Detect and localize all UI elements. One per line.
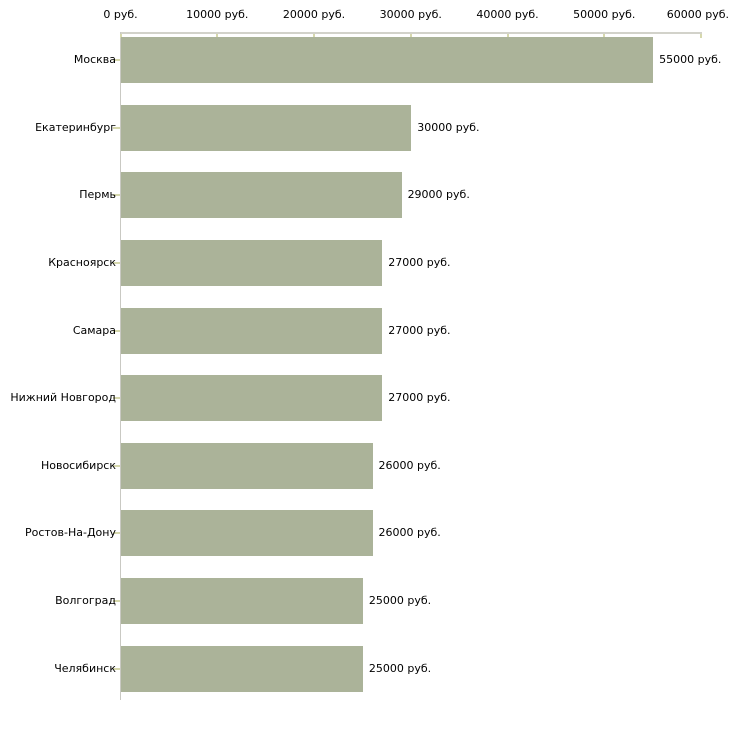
category-label: Москва [73, 53, 116, 67]
y-axis-line [120, 32, 121, 700]
category-label: Новосибирск [40, 458, 116, 472]
bar [121, 172, 402, 219]
x-tick-label: 50000 руб. [573, 8, 636, 21]
category-tick [113, 126, 120, 129]
x-axis-line [120, 32, 702, 34]
category-label: Самара [72, 323, 116, 337]
x-tick-label: 20000 руб. [282, 8, 346, 21]
value-label: 55000 руб. [659, 53, 722, 67]
bar [121, 240, 383, 286]
bar [121, 510, 373, 557]
value-label: 29000 руб. [407, 188, 470, 202]
x-tick-label: 60000 руб. [666, 8, 729, 21]
x-tick [700, 34, 702, 38]
category-tick [113, 397, 120, 400]
bar [121, 37, 654, 84]
value-label: 27000 руб. [388, 256, 451, 269]
category-label: Красноярск [48, 256, 116, 269]
x-tick [216, 34, 219, 38]
category-label: Нижний Новгород [10, 391, 116, 405]
x-tick [603, 34, 606, 38]
x-tick [313, 34, 315, 38]
category-tick [113, 194, 120, 197]
bar [121, 104, 412, 151]
category-tick [113, 600, 120, 602]
value-label: 30000 руб. [417, 120, 480, 134]
value-label: 25000 руб. [368, 594, 432, 607]
category-tick [113, 262, 120, 264]
x-tick [506, 34, 509, 38]
x-tick-label: 40000 руб. [476, 8, 539, 21]
value-label: 25000 руб. [368, 661, 432, 675]
bar [121, 578, 363, 624]
category-label: Волгоград [55, 594, 116, 607]
category-label: Екатеринбург [35, 120, 116, 134]
x-tick-label: 10000 руб. [186, 8, 249, 21]
category-label: Пермь [79, 188, 116, 202]
x-tick-label: 0 руб. [103, 8, 138, 21]
value-label: 26000 руб. [378, 526, 441, 540]
category-tick [113, 59, 120, 62]
bar [121, 307, 383, 354]
category-label: Челябинск [54, 661, 116, 675]
category-label: Ростов-На-Дону [24, 526, 116, 540]
x-tick [409, 34, 412, 38]
bar [121, 442, 373, 489]
value-label: 26000 руб. [378, 458, 441, 472]
value-label: 27000 руб. [388, 391, 451, 405]
bar [121, 375, 383, 422]
category-tick [113, 329, 120, 332]
x-tick-label: 30000 руб. [379, 8, 442, 21]
category-tick [113, 667, 120, 670]
bar [121, 645, 363, 692]
x-tick [119, 34, 122, 38]
category-tick [113, 532, 120, 535]
value-label: 27000 руб. [388, 323, 451, 337]
category-tick [113, 464, 120, 467]
